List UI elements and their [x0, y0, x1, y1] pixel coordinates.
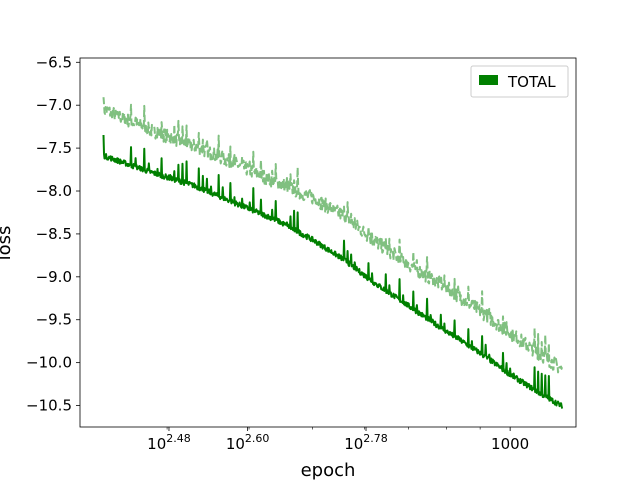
legend-label: TOTAL	[507, 73, 556, 91]
legend: TOTAL	[470, 65, 569, 98]
x-tick-label: 102.48	[147, 432, 191, 453]
y-axis-title: loss	[0, 226, 15, 261]
y-tick-label: −9.0	[36, 268, 72, 286]
y-tick-label: −6.5	[36, 53, 72, 71]
y-tick-label: −9.5	[36, 311, 72, 329]
dashed-series-line	[102, 97, 564, 374]
y-axis-ticks: −6.5 −7.0 −7.5 −8.0 −8.5 −9.0 −9.5 −10.0 −10.5	[26, 53, 80, 415]
y-tick-label: −7.0	[36, 96, 72, 114]
y-tick-label: −8.0	[36, 182, 72, 200]
x-tick-label: 1000	[491, 435, 529, 453]
y-tick-label: −8.5	[36, 225, 72, 243]
legend-swatch	[479, 75, 498, 85]
y-tick-label: −10.0	[26, 354, 72, 372]
x-tick-label: 102.60	[226, 432, 270, 453]
x-axis-ticks: 102.48 102.60 102.78 1000	[147, 427, 529, 453]
y-tick-label: −7.5	[36, 139, 72, 157]
plot-frame	[79, 57, 577, 428]
x-axis-title: epoch	[301, 460, 356, 480]
x-tick-label: 102.78	[344, 432, 388, 453]
total-series-line	[102, 134, 564, 409]
legend-box	[470, 65, 569, 98]
y-tick-label: −10.5	[26, 397, 72, 415]
